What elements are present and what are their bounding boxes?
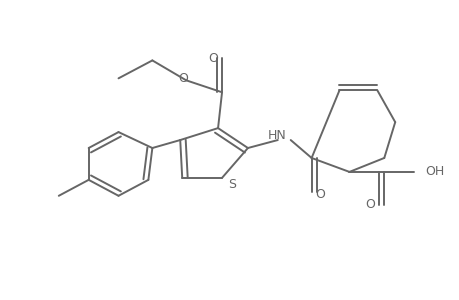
Text: O: O xyxy=(178,72,188,85)
Text: OH: OH xyxy=(424,165,443,178)
Text: S: S xyxy=(228,178,235,191)
Text: O: O xyxy=(315,188,325,201)
Text: HN: HN xyxy=(267,129,285,142)
Text: O: O xyxy=(364,198,375,211)
Text: O: O xyxy=(207,52,218,65)
